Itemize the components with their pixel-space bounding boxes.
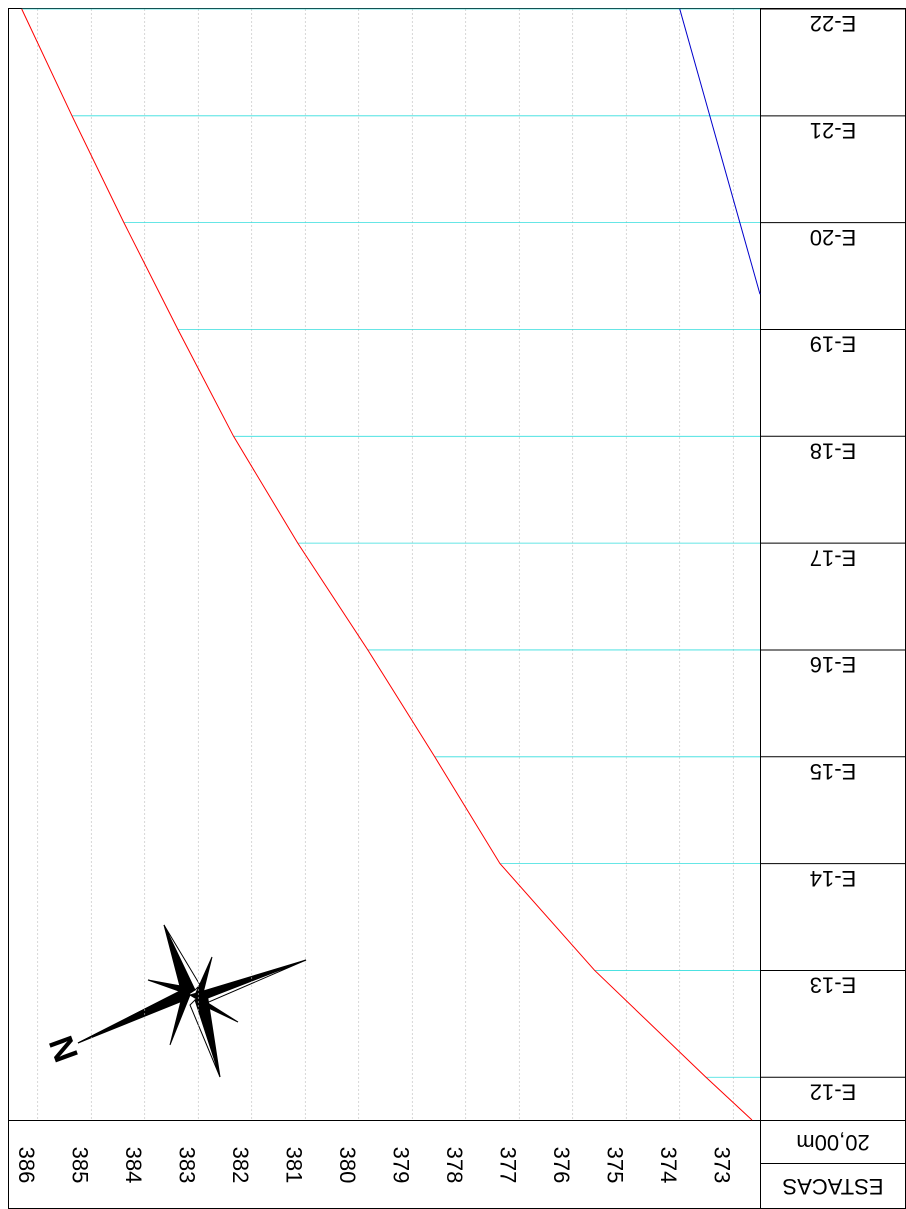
x-tick-label: E-18 [810,438,856,463]
profile-line [679,8,761,295]
y-tick-label: 384 [121,1147,146,1184]
profile-line [21,8,753,1121]
x-tick-label: E-13 [810,973,856,998]
frame [8,8,906,1209]
y-tick-label: 381 [281,1147,306,1184]
y-tick-label: 374 [656,1147,681,1184]
compass-arm [147,979,192,996]
y-tick-label: 379 [388,1147,413,1184]
x-axis-label: ESTACAS [782,1174,883,1199]
compass-arm [194,956,213,998]
y-tick-label: 386 [14,1147,39,1184]
y-tick-label: 385 [67,1147,92,1184]
compass-arm [163,924,201,991]
compass [77,924,307,1078]
compass-arm [193,959,307,1010]
x-tick-label: E-21 [810,118,856,143]
x-tick-label: E-22 [810,11,856,36]
y-tick-label: 383 [174,1147,199,1184]
y-tick-label: 377 [495,1147,520,1184]
compass-arm [194,993,239,1023]
scale-label: 20,00m [796,1130,869,1155]
north-label: N [42,1031,86,1067]
x-tick-label: E-12 [810,1079,856,1104]
x-tick-label: E-15 [810,759,856,784]
x-tick-label: E-17 [810,545,856,570]
y-tick-label: 378 [442,1147,467,1184]
compass-arm [189,999,221,1078]
y-tick-label: 375 [602,1147,627,1184]
y-tick-label: 376 [549,1147,574,1184]
y-tick-label: 373 [709,1147,734,1184]
compass-arm [77,986,188,1044]
x-tick-label: E-19 [810,332,856,357]
x-tick-label: E-16 [810,652,856,677]
y-tick-label: 382 [228,1147,253,1184]
x-tick-label: E-14 [810,866,856,891]
x-tick-label: E-20 [810,225,856,250]
y-tick-label: 380 [335,1147,360,1184]
